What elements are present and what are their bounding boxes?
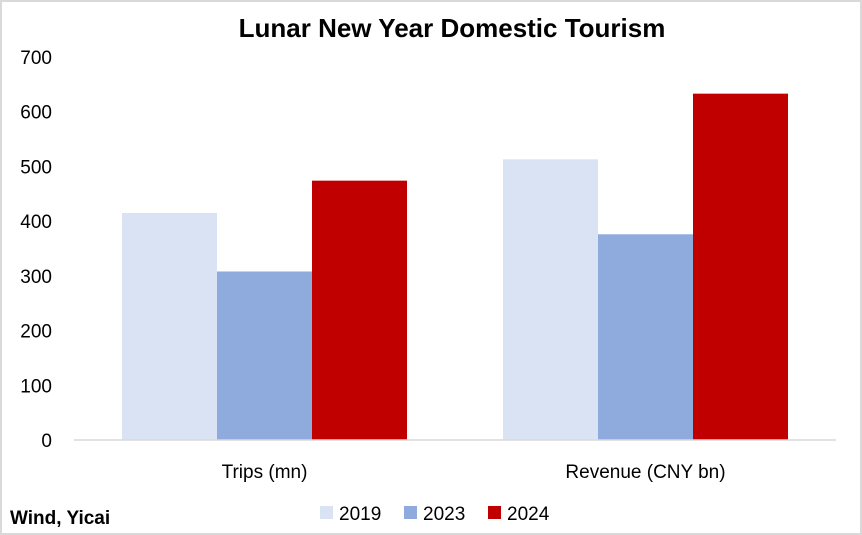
legend-swatch-2023 <box>404 506 417 519</box>
source-note: Wind, Yicai <box>10 508 110 529</box>
legend: 2019 2023 2024 <box>320 504 550 525</box>
y-tick-label: 100 <box>20 376 52 397</box>
bar-2023-revenue <box>598 234 693 440</box>
bar-2024-trips <box>312 180 407 440</box>
bar-2023-trips <box>217 271 312 440</box>
category-labels: Trips (mn) Revenue (CNY bn) <box>222 462 726 483</box>
legend-label-2024: 2024 <box>507 504 550 525</box>
bar-2019-revenue <box>503 159 598 440</box>
y-tick-label: 300 <box>20 267 52 288</box>
y-tick-label: 700 <box>20 48 52 69</box>
x-category-label: Trips (mn) <box>222 462 308 483</box>
y-tick-label: 200 <box>20 322 52 343</box>
legend-swatch-2019 <box>320 506 333 519</box>
chart-title: Lunar New Year Domestic Tourism <box>239 13 666 43</box>
legend-label-2023: 2023 <box>423 504 465 525</box>
y-tick-label: 400 <box>20 212 52 233</box>
bars <box>122 93 788 440</box>
bar-2024-revenue <box>693 93 788 440</box>
y-tick-label: 600 <box>20 103 52 124</box>
y-axis-ticks: 0 100 200 300 400 500 600 700 <box>20 48 52 452</box>
x-category-label: Revenue (CNY bn) <box>565 462 725 483</box>
y-tick-label: 0 <box>41 431 52 452</box>
legend-label-2019: 2019 <box>339 504 381 525</box>
legend-swatch-2024 <box>488 506 501 519</box>
bar-2019-trips <box>122 212 217 440</box>
y-tick-label: 500 <box>20 157 52 178</box>
